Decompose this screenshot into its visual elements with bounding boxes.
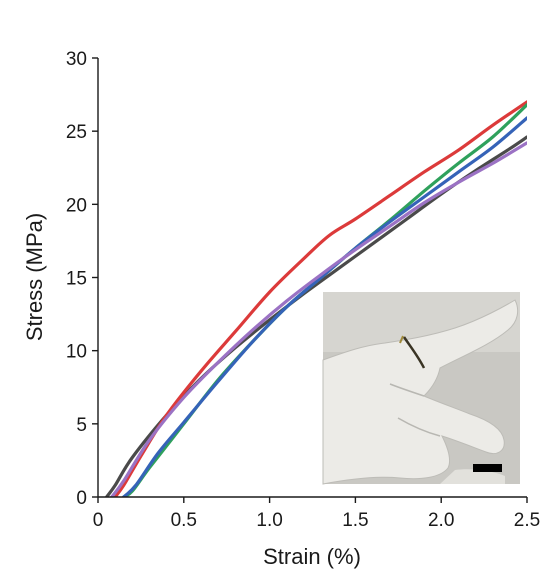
x-axis-title: Strain (%) — [263, 544, 361, 569]
x-axis-ticks: 0 0.5 1.0 1.5 2.0 2.5 — [93, 497, 540, 531]
y-tick-label: 0 — [76, 488, 87, 509]
y-tick-label: 25 — [66, 122, 87, 143]
y-axis-ticks: 0 5 10 15 20 25 30 — [66, 49, 98, 509]
series-line-5 — [110, 141, 527, 497]
series-lines — [105, 100, 527, 497]
scale-bar — [473, 464, 502, 472]
x-tick-label: 0.5 — [171, 510, 197, 531]
y-tick-label: 15 — [66, 269, 87, 290]
y-tick-label: 10 — [66, 342, 87, 363]
x-tick-label: 1.5 — [342, 510, 368, 531]
x-tick-label: 1.0 — [256, 510, 282, 531]
x-tick-label: 2.5 — [514, 510, 540, 531]
x-tick-label: 0 — [93, 510, 104, 531]
x-tick-label: 2.0 — [428, 510, 454, 531]
y-tick-label: 30 — [66, 49, 87, 70]
series-line-4 — [122, 116, 527, 497]
y-tick-label: 20 — [66, 195, 87, 216]
y-axis-title: Stress (MPa) — [22, 213, 47, 341]
inset-photo — [322, 292, 520, 485]
y-tick-label: 5 — [76, 415, 87, 436]
